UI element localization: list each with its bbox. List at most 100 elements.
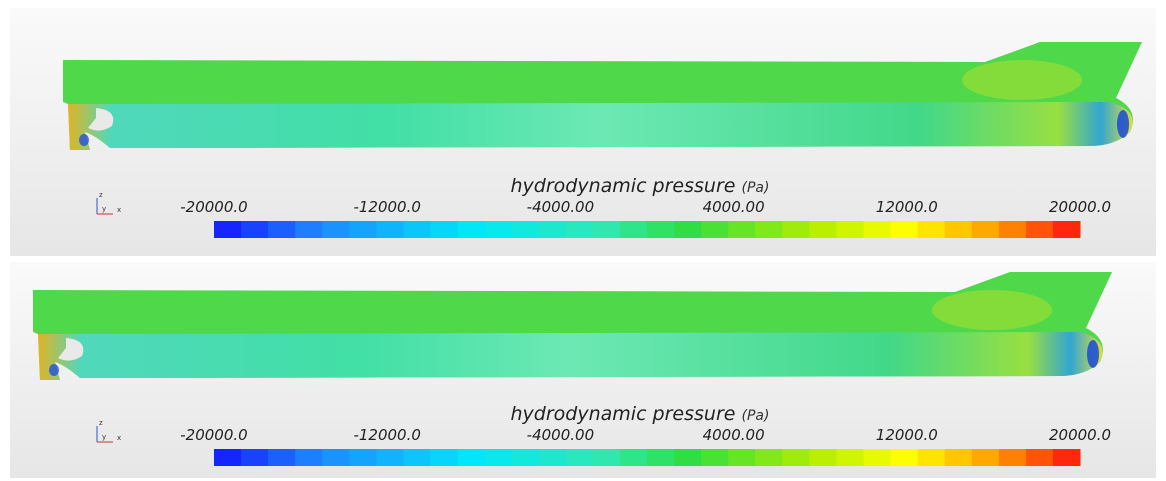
- colorbar-swatch: [890, 221, 919, 238]
- axis-label: z: [99, 419, 103, 427]
- colorbar-swatch: [809, 449, 837, 466]
- colorbar-swatch: [971, 449, 1000, 466]
- colorbar-swatch: [755, 449, 783, 466]
- colorbar-swatch: [484, 449, 513, 466]
- colorbar-swatch: [538, 449, 567, 466]
- colorbar-swatch: [998, 221, 1027, 238]
- hull-lower: [68, 102, 1133, 150]
- colorbar-tick-label: -20000.0: [180, 426, 247, 444]
- colorbar-swatch: [349, 221, 377, 238]
- colorbar-swatch: [1052, 221, 1081, 238]
- colorbar-swatch: [511, 449, 540, 466]
- colorbar-swatch: [701, 449, 729, 466]
- colorbar-swatch: [214, 449, 242, 466]
- colorbar-tick-label: -12000.0: [353, 198, 420, 216]
- colorbar-swatch: [619, 449, 648, 466]
- colorbar-swatch: [782, 449, 810, 466]
- hull-patch: [79, 134, 89, 146]
- axis-label: y: [102, 433, 106, 441]
- colorbar-swatch: [782, 221, 810, 238]
- colorbar-swatch: [403, 221, 431, 238]
- colorbar-swatch: [647, 449, 675, 466]
- colorbar-swatch: [674, 221, 702, 238]
- colorbar-swatch: [592, 449, 621, 466]
- colorbar-swatch: [484, 221, 513, 238]
- colorbar-unit: (Pa): [742, 408, 770, 424]
- hull-lower: [38, 332, 1103, 380]
- colorbar-swatch: [836, 221, 864, 238]
- colorbar-swatch: [511, 221, 540, 238]
- colorbar: hydrodynamic pressure (Pa) -20000.0 -12000…: [96, 403, 1111, 466]
- colorbar-tick-label: 12000.0: [876, 426, 938, 444]
- axis-label: x: [117, 206, 121, 214]
- colorbar-tick-label: -20000.0: [180, 198, 247, 216]
- colorbar-swatch: [971, 221, 1000, 238]
- colorbar-swatch: [917, 449, 946, 466]
- colorbar-swatch: [701, 221, 729, 238]
- hull-stern-cut: [58, 338, 84, 361]
- colorbar-tick-label: 20000.0: [1049, 426, 1111, 444]
- colorbar-swatch: [268, 449, 296, 466]
- axis-label: x: [117, 434, 121, 442]
- colorbar-swatch: [1025, 449, 1054, 466]
- colorbar-unit: (Pa): [742, 180, 770, 196]
- colorbar-tick-label: 20000.0: [1049, 198, 1111, 216]
- colorbar-tick-label: -12000.0: [353, 426, 420, 444]
- hull-patch: [962, 60, 1082, 100]
- colorbar-swatch: [214, 221, 242, 238]
- colorbar-swatch: [457, 221, 486, 238]
- colorbar-swatch: [890, 449, 919, 466]
- colorbar-swatch: [403, 449, 431, 466]
- colorbar: hydrodynamic pressure (Pa) -20000.0 -12000…: [96, 175, 1111, 238]
- colorbar-tick-label: -4000.00: [527, 426, 594, 444]
- colorbar-swatch: [1025, 221, 1054, 238]
- colorbar-swatch: [241, 449, 269, 466]
- colorbar-title: hydrodynamic pressure (Pa): [511, 403, 770, 425]
- hull-patch: [1117, 110, 1129, 138]
- colorbar-swatch: [376, 221, 404, 238]
- colorbar-swatch: [647, 221, 675, 238]
- colorbar-title: hydrodynamic pressure (Pa): [511, 175, 770, 197]
- colorbar-title-text: hydrodynamic pressure: [511, 175, 736, 197]
- hull-stern-cut: [88, 108, 114, 131]
- hull-patch: [1087, 340, 1099, 368]
- colorbar-swatch: [376, 449, 404, 466]
- colorbar-swatch: [1052, 449, 1081, 466]
- hull-patch: [932, 290, 1052, 330]
- colorbar-swatch: [592, 221, 621, 238]
- colorbar-swatch: [755, 221, 783, 238]
- axis-label: y: [102, 205, 106, 213]
- colorbar-swatch: [538, 221, 567, 238]
- colorbar-swatch: [349, 449, 377, 466]
- colorbar-swatch: [430, 449, 459, 466]
- colorbar-swatch: [241, 221, 269, 238]
- colorbar-swatch: [863, 449, 892, 466]
- colorbar-tick-label: 4000.00: [703, 198, 765, 216]
- hull-patch: [49, 364, 59, 376]
- colorbar-swatch: [944, 449, 973, 466]
- colorbar-swatch: [619, 221, 648, 238]
- colorbar-swatch: [322, 449, 350, 466]
- axis-label: z: [99, 191, 103, 199]
- colorbar-swatch: [728, 221, 756, 238]
- colorbar-swatch: [728, 449, 756, 466]
- colorbar-swatch: [998, 449, 1027, 466]
- colorbar-swatch: [809, 221, 837, 238]
- colorbar-swatch: [944, 221, 973, 238]
- colorbar-swatch: [457, 449, 486, 466]
- colorbar-swatch: [863, 221, 892, 238]
- colorbar-tick-label: 12000.0: [876, 198, 938, 216]
- colorbar-swatch: [565, 449, 594, 466]
- colorbar-swatch: [836, 449, 864, 466]
- colorbar-swatch: [295, 449, 323, 466]
- colorbar-swatch: [268, 221, 296, 238]
- colorbar-title-text: hydrodynamic pressure: [511, 403, 736, 425]
- colorbar-swatch: [917, 221, 946, 238]
- colorbar-swatch: [565, 221, 594, 238]
- colorbar-swatch: [322, 221, 350, 238]
- colorbar-swatch: [295, 221, 323, 238]
- colorbar-tick-label: -4000.00: [527, 198, 594, 216]
- colorbar-swatch: [430, 221, 459, 238]
